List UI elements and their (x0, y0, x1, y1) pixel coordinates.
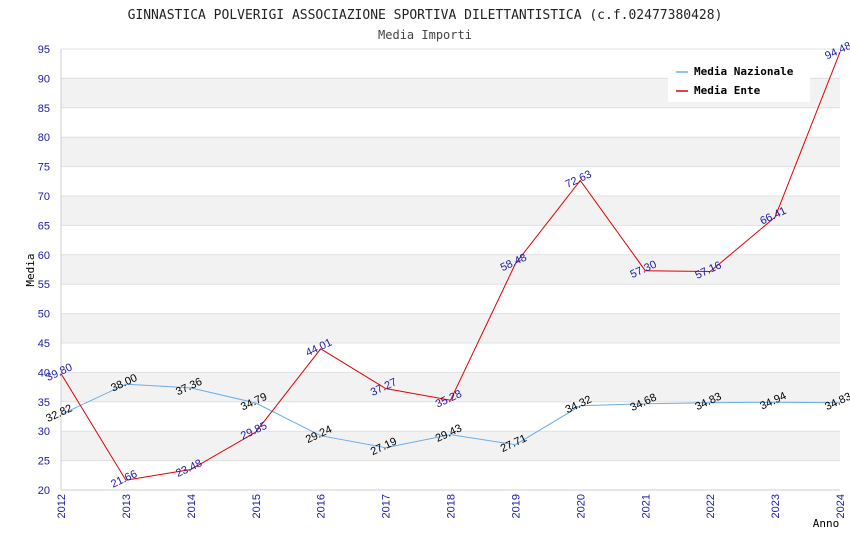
x-tick-2016: 2016 (316, 494, 328, 518)
x-tick-2015: 2015 (251, 494, 263, 518)
x-tick-2023: 2023 (770, 494, 782, 518)
legend-box (668, 60, 810, 102)
y-tick-30: 30 (38, 426, 50, 438)
y-tick-35: 35 (38, 397, 50, 409)
y-tick-65: 65 (38, 220, 50, 232)
x-tick-2024: 2024 (835, 494, 847, 518)
y-tick-95: 95 (38, 44, 50, 56)
y-axis-title: Media (24, 253, 37, 286)
data-label-media-ente-2024: 94.48 (823, 40, 850, 63)
y-tick-85: 85 (38, 103, 50, 115)
x-tick-2017: 2017 (381, 494, 393, 518)
x-tick-2014: 2014 (186, 494, 198, 518)
series-line-media-ente (60, 51, 841, 481)
x-tick-2012: 2012 (56, 494, 68, 518)
y-tick-55: 55 (38, 279, 50, 291)
y-tick-25: 25 (38, 456, 50, 468)
grid-band (61, 196, 840, 226)
grid-band (61, 431, 840, 461)
y-tick-90: 90 (38, 73, 50, 85)
legend-label-media-ente: Media Ente (694, 84, 761, 97)
y-tick-60: 60 (38, 250, 50, 262)
y-tick-75: 75 (38, 162, 50, 174)
legend-label-media-nazionale: Media Nazionale (694, 65, 794, 78)
y-tick-20: 20 (38, 485, 50, 497)
y-tick-50: 50 (38, 309, 50, 321)
x-axis-title: Anno (813, 517, 840, 530)
x-axis-ticks: 2012 2013 2014 2015 2016 2017 2018 2019 2020 2021… (56, 494, 847, 518)
x-tick-2013: 2013 (121, 494, 133, 518)
y-tick-80: 80 (38, 132, 50, 144)
x-tick-2018: 2018 (446, 494, 458, 518)
data-label-media-ente-2013: 21.66 (109, 468, 139, 491)
grid-band (61, 254, 840, 285)
x-tick-2022: 2022 (705, 494, 717, 518)
series-lines (60, 51, 841, 481)
chart-subtitle: Media Importi (378, 28, 472, 42)
grid-band (61, 137, 840, 167)
x-tick-2021: 2021 (640, 494, 652, 518)
x-tick-2019: 2019 (510, 494, 522, 518)
grid-band (61, 313, 840, 343)
legend: Media Nazionale Media Ente (668, 60, 810, 102)
y-tick-70: 70 (38, 191, 50, 203)
grid-bands (61, 78, 840, 461)
axes (60, 49, 840, 491)
series-line-media-nazionale (60, 383, 841, 449)
y-tick-45: 45 (38, 338, 50, 350)
data-label-media-ente-2020: 72.63 (564, 168, 594, 191)
grid-band (61, 372, 840, 402)
chart-title: GINNASTICA POLVERIGI ASSOCIAZIONE SPORTI… (128, 8, 723, 23)
y-axis-ticks: 20 25 30 35 40 45 50 55 60 65 70 75 80 85 90 95 (38, 44, 50, 497)
y-tick-40: 40 (38, 367, 50, 379)
x-tick-2020: 2020 (575, 494, 587, 518)
